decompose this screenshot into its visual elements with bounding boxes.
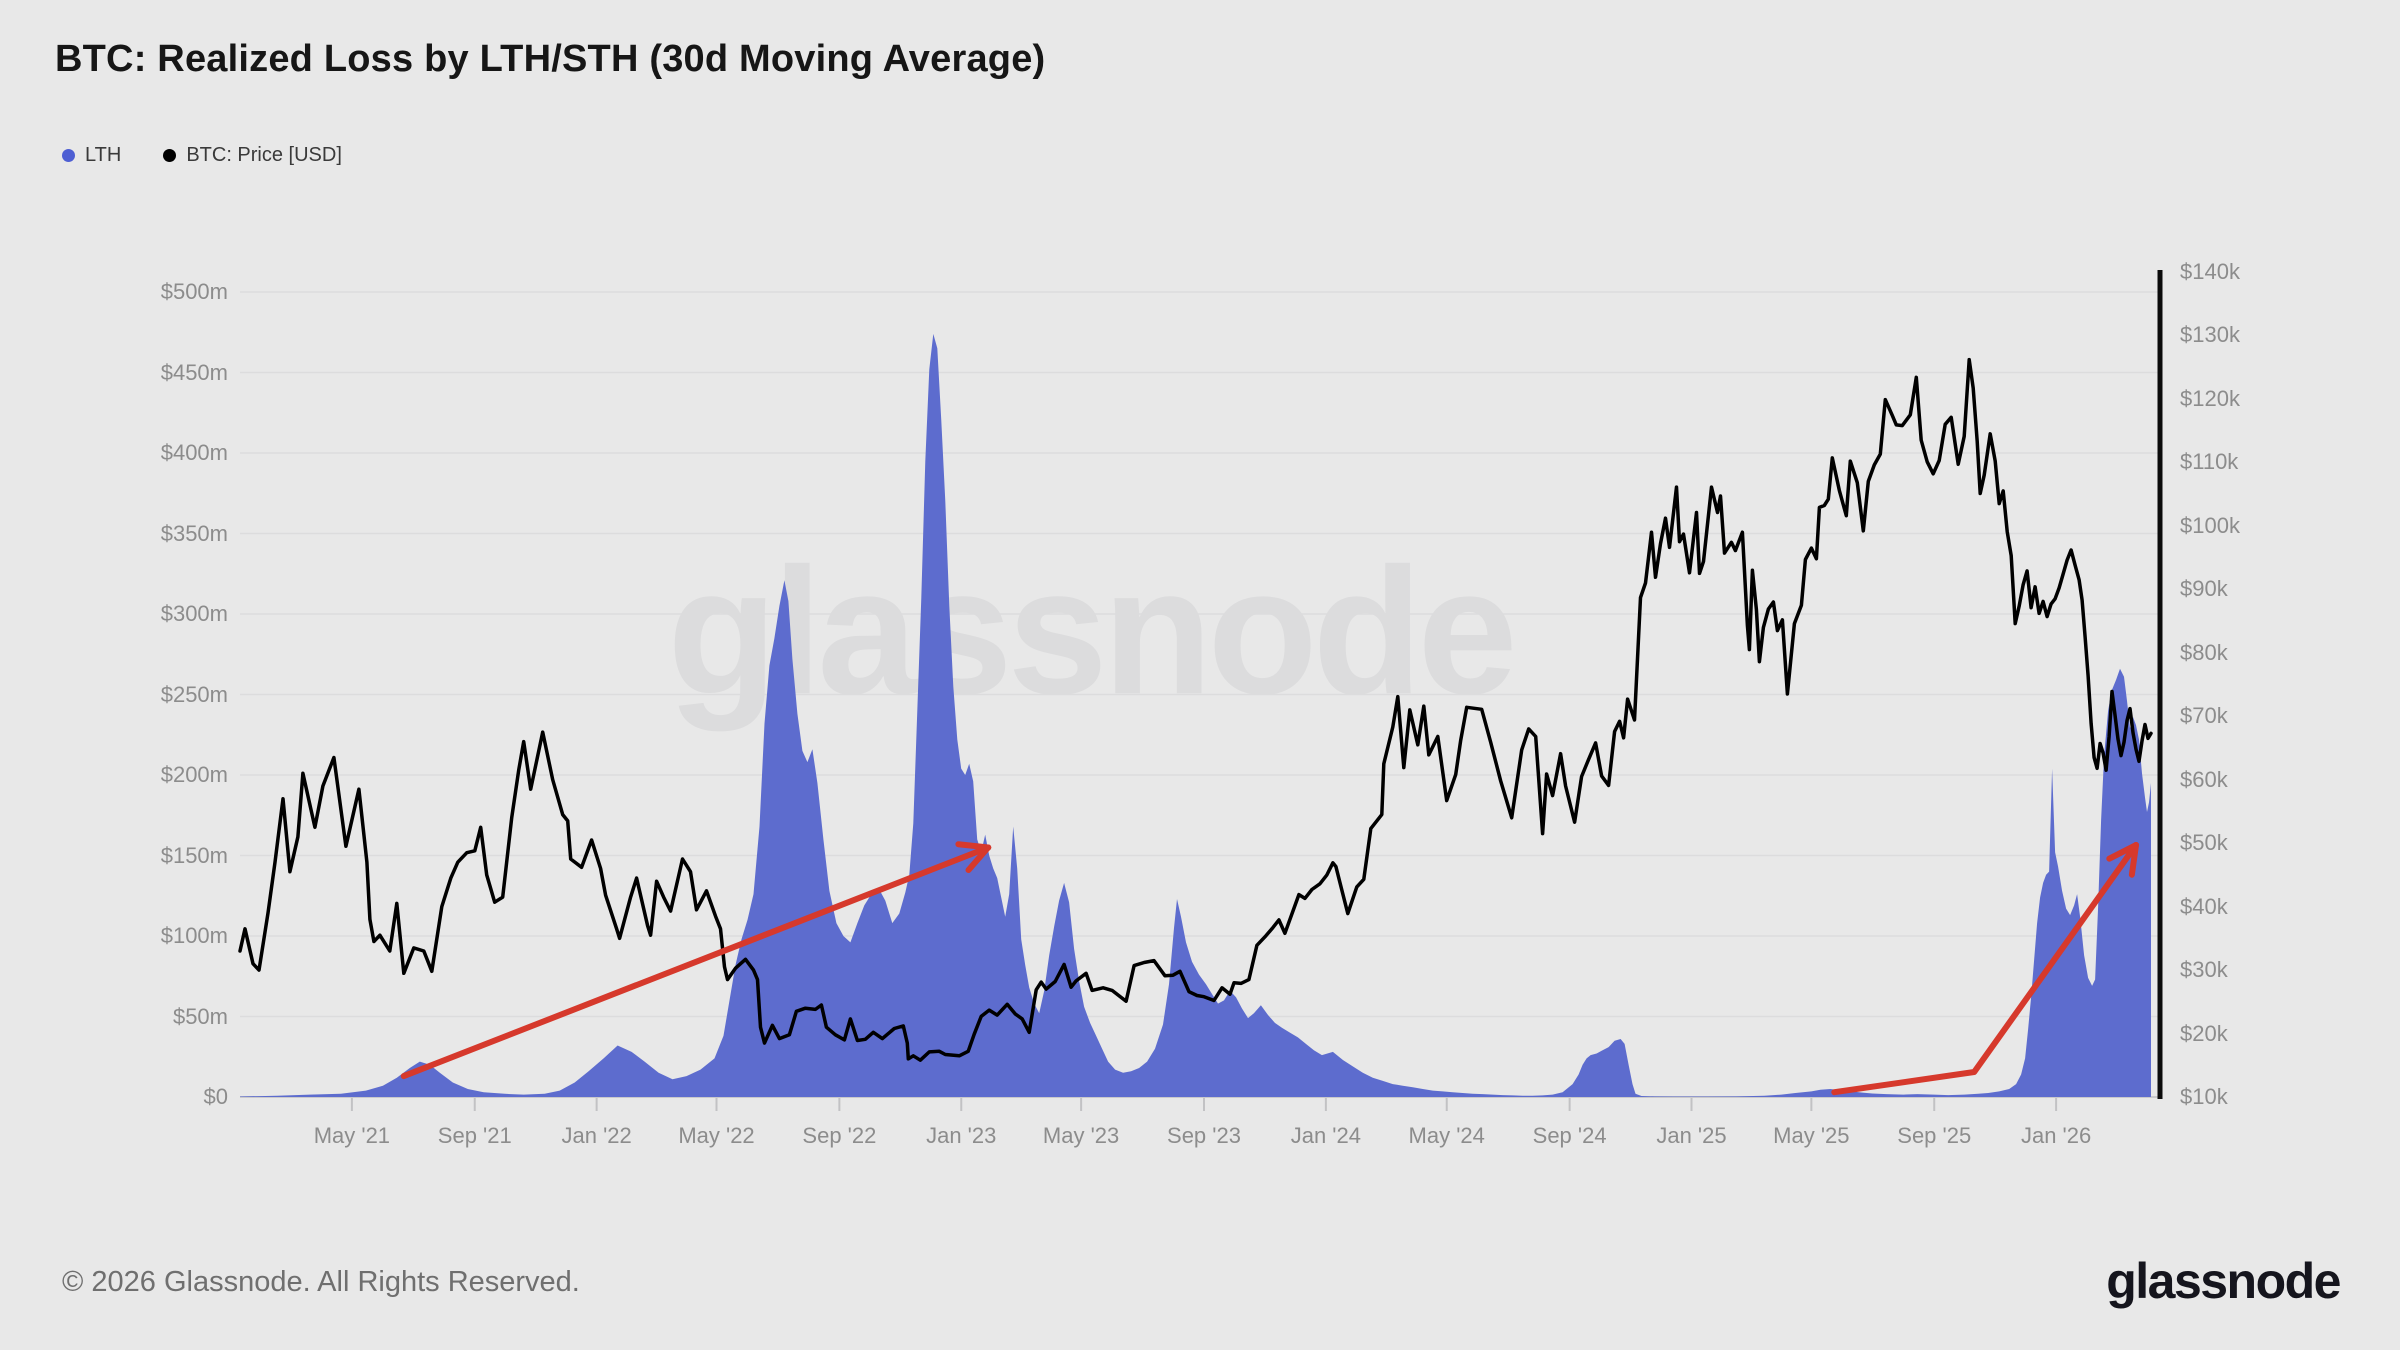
y-axis-left-tick-label: $350m bbox=[160, 520, 228, 546]
trend-arrow-2-head bbox=[2128, 842, 2140, 878]
copyright-text: © 2026 Glassnode. All Rights Reserved. bbox=[62, 1266, 580, 1298]
legend: LTH BTC: Price [USD] bbox=[62, 144, 342, 167]
legend-item-lth[interactable]: LTH bbox=[62, 144, 121, 167]
legend-label-lth: LTH bbox=[85, 144, 122, 166]
y-axis-right-tick-label: $20k bbox=[2180, 1020, 2228, 1046]
y-axis-left-tick-label: $250m bbox=[160, 681, 228, 707]
y-axis-right-tick-label: $120k bbox=[2180, 385, 2240, 411]
legend-item-btc-price[interactable]: BTC: Price [USD] bbox=[163, 144, 342, 167]
x-axis-tick-label: May '22 bbox=[678, 1123, 755, 1148]
y-axis-left-tick-label: $100m bbox=[160, 923, 228, 948]
x-axis-tick-label: Jan '26 bbox=[2020, 1123, 2092, 1148]
x-axis-tick-label: May '23 bbox=[1042, 1123, 1120, 1148]
x-axis-tick-label: May '21 bbox=[313, 1123, 391, 1148]
page-title: BTC: Realized Loss by LTH/STH (30d Movin… bbox=[55, 38, 1046, 80]
y-axis-left-tick-label: $200m bbox=[160, 762, 228, 787]
y-axis-right-tick-label: $70k bbox=[2180, 703, 2228, 729]
y-axis-left-tick-label: $450m bbox=[160, 359, 228, 385]
y-axis-right-tick-label: $80k bbox=[2180, 639, 2228, 665]
x-axis-tick-label: May '25 bbox=[1773, 1123, 1850, 1148]
y-axis-right-tick-label: $60k bbox=[2180, 766, 2228, 792]
trend-arrow-2 bbox=[1831, 842, 2139, 1096]
y-axis-right-tick-label: $30k bbox=[2180, 957, 2228, 983]
lth-series-dot-icon bbox=[62, 149, 75, 162]
y-axis-left-tick-label: $150m bbox=[160, 842, 228, 868]
price-series-dot-icon bbox=[163, 149, 177, 162]
x-axis-tick-label: Jan '24 bbox=[1290, 1123, 1361, 1148]
trend-arrow-2-head bbox=[2106, 842, 2140, 862]
y-axis-left-tick-label: $400m bbox=[160, 440, 228, 465]
y-axis-left-tick-label: $300m bbox=[160, 601, 228, 626]
trend-arrow-1-head bbox=[955, 841, 992, 851]
x-axis-tick-label: Sep '24 bbox=[1532, 1123, 1607, 1148]
x-axis-tick-label: Sep '21 bbox=[437, 1123, 512, 1148]
x-axis-tick-label: Jan '25 bbox=[1656, 1123, 1727, 1148]
x-axis-tick-label: May '24 bbox=[1408, 1123, 1485, 1148]
y-axis-right-tick-label: $110k bbox=[2180, 449, 2239, 475]
x-axis-tick-label: Jan '22 bbox=[561, 1123, 632, 1148]
x-axis-tick-label: Sep '23 bbox=[1167, 1123, 1241, 1148]
y-axis-right-tick-label: $140k bbox=[2180, 259, 2240, 284]
y-axis-right-tick-label: $50k bbox=[2180, 830, 2228, 856]
trend-arrow-1 bbox=[400, 844, 992, 1080]
x-axis-tick-label: Jan '23 bbox=[926, 1123, 997, 1148]
glassnode-watermark: glassnode bbox=[667, 531, 1517, 733]
y-axis-right-tick-label: $130k bbox=[2180, 322, 2240, 348]
y-axis-right-tick-label: $90k bbox=[2180, 576, 2228, 602]
y-axis-left-tick-label: $50m bbox=[172, 1003, 228, 1029]
glassnode-logo: glassnode bbox=[2106, 1253, 2341, 1309]
legend-label-btc-price: BTC: Price [USD] bbox=[186, 144, 342, 166]
y-axis-left-tick-label: $500m bbox=[160, 279, 228, 304]
y-axis-right-tick-label: $10k bbox=[2180, 1084, 2228, 1109]
x-axis-tick-label: Sep '25 bbox=[1897, 1123, 1972, 1148]
trend-arrow-1-head bbox=[965, 844, 992, 874]
x-axis-tick-label: Sep '22 bbox=[802, 1123, 877, 1148]
lth-area-series bbox=[240, 333, 2151, 1097]
y-axis-left-tick-label: $0 bbox=[203, 1084, 228, 1109]
y-axis-right-tick-label: $100k bbox=[2180, 512, 2240, 538]
btc-price-line bbox=[238, 357, 2153, 1062]
y-axis-right-tick-label: $40k bbox=[2180, 893, 2228, 919]
